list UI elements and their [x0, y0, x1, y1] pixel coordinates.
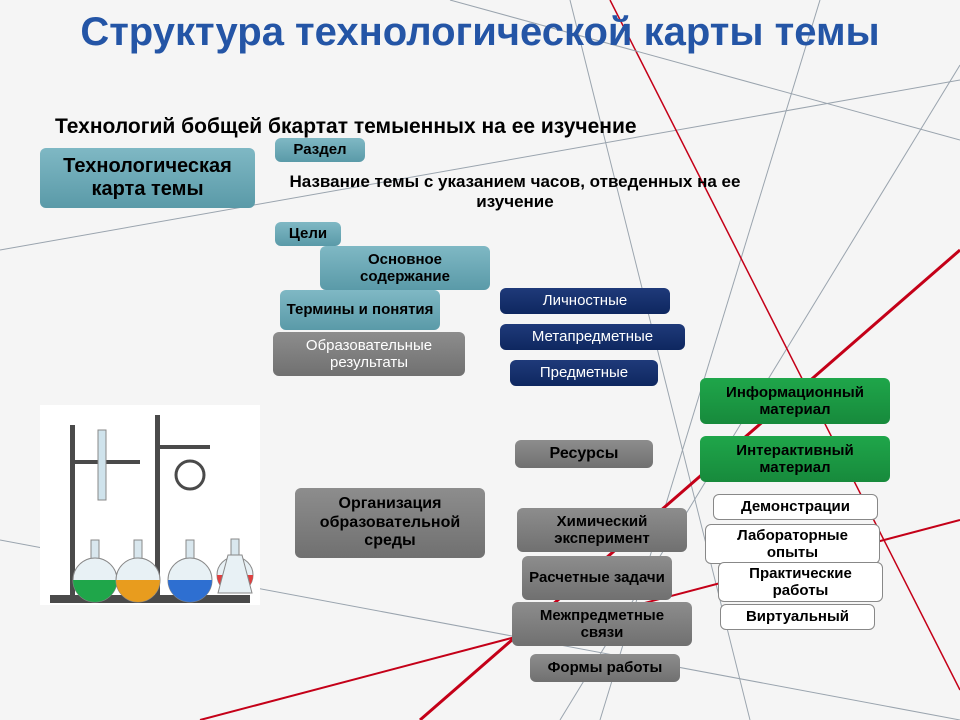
- chemistry-apparatus-image: [40, 405, 260, 605]
- node-res: Ресурсы: [515, 440, 653, 468]
- node-nazv: Название темы с указанием часов, отведен…: [275, 170, 755, 214]
- node-prak: Практические работы: [718, 562, 883, 602]
- node-chem: Химический эксперимент: [517, 508, 687, 552]
- node-virt: Виртуальный: [720, 604, 875, 630]
- node-main: Технологическая карта темы: [40, 148, 255, 208]
- node-celi: Цели: [275, 222, 341, 246]
- overlay-mixed-text: Технологий бобщей бкартат темыенных на е…: [55, 115, 655, 139]
- node-razdel: Раздел: [275, 138, 365, 162]
- node-lich: Личностные: [500, 288, 670, 314]
- page-title: Структура технологической карты темы: [0, 10, 960, 55]
- node-term: Термины и понятия: [280, 290, 440, 330]
- node-lab: Лабораторные опыты: [705, 524, 880, 564]
- node-pred: Предметные: [510, 360, 658, 386]
- node-formy: Формы работы: [530, 654, 680, 682]
- node-demo: Демонстрации: [713, 494, 878, 520]
- node-meta: Метапредметные: [500, 324, 685, 350]
- node-rasch: Расчетные задачи: [522, 556, 672, 600]
- node-mezh: Межпредметные связи: [512, 602, 692, 646]
- node-org: Организация образовательной среды: [295, 488, 485, 558]
- node-inter: Интерактивный материал: [700, 436, 890, 482]
- node-obraz: Образовательные результаты: [273, 332, 465, 376]
- node-info: Информационный материал: [700, 378, 890, 424]
- node-osnov: Основное содержание: [320, 246, 490, 290]
